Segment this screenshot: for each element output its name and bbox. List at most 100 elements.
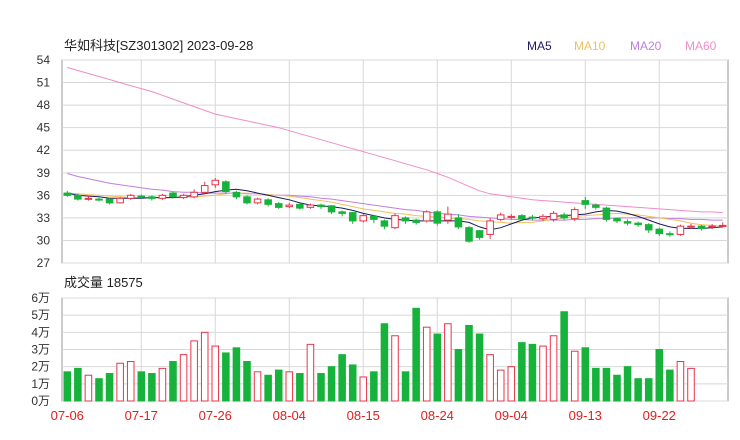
volume-bar-down [370, 371, 378, 402]
date-x-axis: 07-06 07-17 07-26 08-04 08-15 08-24 09-04 09-13… [51, 408, 676, 423]
candle-up [116, 197, 124, 204]
candle-down [623, 221, 632, 224]
volume-bar-down [338, 354, 346, 402]
candle-down [327, 205, 336, 213]
candle-up [539, 215, 547, 220]
volume-bar-down [95, 378, 103, 402]
volume-bar-up [359, 376, 368, 402]
volume-bar-up [444, 323, 452, 402]
volume-bar-down [232, 347, 241, 402]
candle-down [264, 199, 272, 205]
date-tick-label: 08-15 [347, 408, 380, 423]
volume-bar-down [592, 367, 600, 402]
volume-tick-label: 2万 [31, 360, 50, 374]
volume-tick-label: 1万 [31, 377, 50, 391]
candle-down [243, 196, 251, 204]
price-tick-label: 39 [37, 166, 51, 180]
price-tick-label: 45 [37, 121, 51, 135]
candle-down [338, 211, 346, 214]
candlesticks [63, 178, 727, 243]
volume-bar-down [666, 369, 674, 402]
volume-bar-up [116, 362, 124, 402]
candle-down [296, 203, 304, 209]
price-tick-label: 48 [37, 98, 51, 112]
candle-up [359, 215, 368, 222]
candle-down [518, 215, 526, 220]
volume-tick-label: 3万 [31, 343, 50, 357]
candle-up [549, 212, 558, 220]
legend-ma10: MA10 [574, 39, 606, 53]
volume-bar-down [465, 324, 473, 402]
price-tick-label: 36 [37, 188, 51, 202]
price-tick-label: 27 [37, 256, 51, 270]
volume-bar-down [560, 311, 568, 402]
volume-bar-down [634, 378, 642, 402]
price-tick-label: 51 [37, 76, 51, 90]
date-tick-label: 08-04 [273, 408, 306, 423]
candle-down [697, 225, 706, 229]
volume-bar-down [137, 371, 146, 402]
candle-down [634, 222, 642, 226]
moving-average-lines [67, 67, 723, 231]
candle-down [412, 219, 420, 223]
volume-tick-label: 5万 [31, 308, 50, 322]
volume-bar-up [422, 326, 431, 402]
legend-ma20: MA20 [630, 39, 662, 53]
volume-bar-up [539, 345, 547, 402]
volume-bar-down [528, 343, 537, 402]
volume-bar-up [306, 343, 315, 402]
candle-down [222, 181, 230, 193]
volume-bar-down [655, 349, 664, 402]
candle-up [444, 213, 452, 221]
candle-down [370, 215, 378, 220]
volume-bar-down [264, 374, 272, 402]
volume-bar-down [327, 366, 336, 402]
price-frame [61, 59, 729, 264]
volume-tick-label: 6万 [31, 291, 50, 305]
date-tick-label: 08-24 [421, 408, 454, 423]
candle-down [592, 204, 600, 208]
volume-bar-down [623, 366, 632, 402]
volume-bars [63, 307, 695, 402]
volume-bar-down [296, 373, 304, 402]
date-tick-label: 09-22 [643, 408, 676, 423]
candle-down [401, 217, 410, 222]
volume-bar-up [84, 374, 93, 402]
volume-bar-down [169, 361, 177, 402]
candle-up [211, 179, 220, 186]
candle-up [708, 225, 716, 228]
volume-bar-up [190, 340, 198, 402]
volume-bar-down [222, 352, 230, 402]
candle-down [528, 216, 537, 219]
candle-up [84, 197, 93, 200]
date-tick-label: 09-04 [495, 408, 528, 423]
candle-up [486, 220, 494, 235]
volume-bar-up [158, 367, 167, 402]
candle-up [179, 194, 188, 199]
date-tick-label: 09-13 [569, 408, 602, 423]
candle-down [137, 195, 146, 198]
legend: MA5 MA10 MA20 MA60 [527, 39, 717, 53]
candle-down [148, 196, 156, 199]
candle-down [317, 204, 325, 208]
candle-up [676, 225, 685, 235]
candle-up [422, 211, 431, 222]
candle-up [285, 204, 294, 208]
candle-down [454, 217, 463, 228]
volume-bar-down [74, 367, 82, 402]
date-tick-label: 07-17 [125, 408, 158, 423]
candle-down [169, 192, 177, 198]
candle-down [644, 224, 653, 231]
volume-bar-down [412, 307, 420, 402]
candle-down [475, 230, 484, 238]
candle-down [232, 191, 241, 198]
candle-down [63, 192, 72, 196]
price-y-axis: 54 51 48 45 42 39 36 33 30 27 [37, 53, 51, 270]
volume-tick-label: 0万 [31, 394, 50, 408]
volume-tick-label: 4万 [31, 325, 50, 339]
volume-bar-up [549, 335, 558, 402]
date-tick-label: 07-06 [51, 408, 84, 423]
candle-down [380, 220, 389, 227]
volume-bar-down [433, 333, 442, 402]
